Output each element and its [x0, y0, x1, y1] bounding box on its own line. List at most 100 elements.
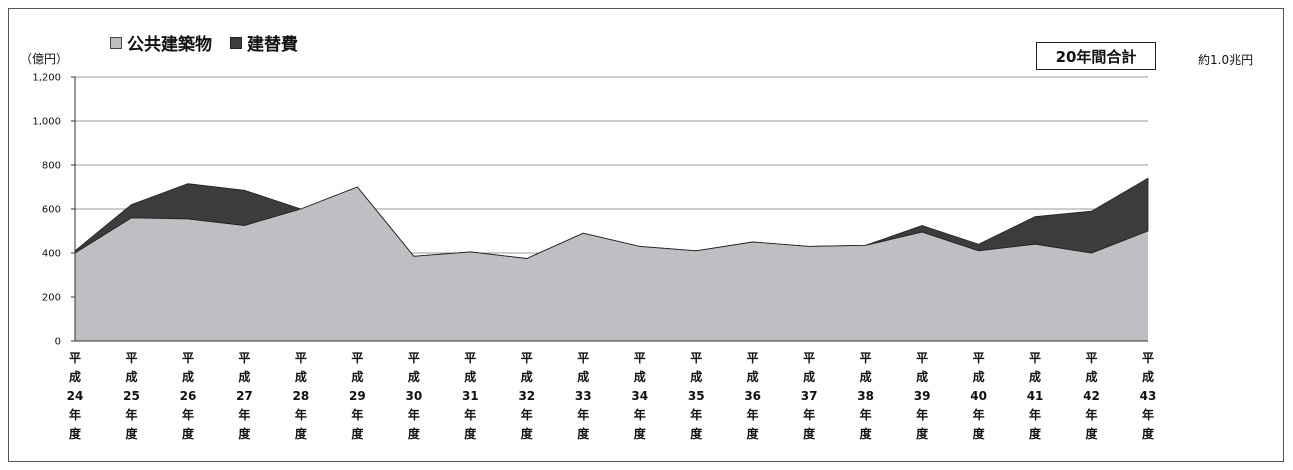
x-tick-label: 度: [125, 426, 138, 441]
y-tick-label: 1,200: [32, 73, 61, 84]
x-tick-label: 度: [803, 426, 816, 441]
legend-swatch-replace: [230, 36, 242, 49]
x-tick-label: 度: [351, 426, 364, 441]
x-tick-label: 成: [125, 369, 137, 384]
y-axis-unit: （億円）: [20, 52, 69, 66]
x-tick-label: 平: [125, 351, 137, 365]
x-tick-label: 平: [634, 351, 646, 365]
x-tick-label: 年: [1086, 407, 1098, 422]
x-tick-label: 平: [803, 351, 815, 365]
x-tick-label: 平: [182, 351, 194, 365]
x-tick-label: 度: [916, 426, 929, 441]
x-tick-label: 26: [180, 389, 197, 403]
x-tick-label: 成: [577, 369, 589, 384]
x-tick-label: 度: [747, 426, 760, 441]
x-tick-label: 31: [462, 389, 479, 403]
x-tick-label: 成: [1086, 369, 1098, 384]
x-tick-label: 成: [351, 369, 363, 384]
x-tick-label: 36: [744, 389, 761, 403]
x-tick-label: 平: [860, 351, 872, 365]
x-tick-label: 度: [464, 426, 477, 441]
x-tick-label: 35: [688, 389, 705, 403]
legend-item-replace: 建替費: [230, 30, 298, 55]
x-tick-label: 平: [916, 351, 928, 365]
x-tick-label: 41: [1027, 389, 1044, 403]
x-tick-label: 度: [1142, 426, 1155, 441]
x-tick-label: 24: [67, 389, 84, 403]
x-tick-label: 平: [747, 351, 759, 365]
x-tick-label: 年: [634, 407, 646, 422]
x-tick-label: 年: [690, 407, 702, 422]
x-tick-label: 38: [857, 389, 874, 403]
x-tick-label: 年: [408, 407, 420, 422]
y-tick-label: 800: [42, 161, 61, 172]
y-tick-label: 1,000: [32, 117, 61, 128]
x-tick-label: 33: [575, 389, 592, 403]
x-tick-label: 成: [860, 369, 872, 384]
x-tick-label: 平: [1086, 351, 1098, 365]
x-tick-label: 度: [634, 426, 647, 441]
x-tick-label: 度: [69, 426, 82, 441]
x-tick-label: 平: [238, 351, 250, 365]
x-tick-label: 年: [295, 407, 307, 422]
x-tick-label: 度: [973, 426, 986, 441]
x-tick-label: 成: [1142, 369, 1154, 384]
x-tick-label: 年: [1029, 407, 1041, 422]
x-tick-label: 39: [914, 389, 931, 403]
x-tick-label: 成: [521, 369, 533, 384]
y-tick-label: 400: [42, 249, 61, 260]
series-area-public: [75, 187, 1148, 341]
total-label-box: 20年間合計: [1036, 42, 1156, 70]
x-tick-label: 27: [236, 389, 253, 403]
x-tick-label: 成: [690, 369, 702, 384]
x-tick-label: 42: [1083, 389, 1100, 403]
legend-label-replace: 建替費: [247, 35, 298, 55]
x-tick-label: 成: [747, 369, 759, 384]
x-tick-label: 年: [238, 407, 250, 422]
x-tick-label: 成: [973, 369, 985, 384]
x-tick-label: 平: [351, 351, 363, 365]
x-tick-label: 成: [408, 369, 420, 384]
x-tick-label: 成: [182, 369, 194, 384]
x-tick-label: 29: [349, 389, 366, 403]
series-line-public: [74, 186, 1149, 259]
x-tick-label: 年: [973, 407, 985, 422]
x-tick-label: 年: [577, 407, 589, 422]
y-tick-label: 200: [42, 293, 61, 304]
x-tick-label: 成: [1029, 369, 1041, 384]
x-tick-label: 32: [518, 389, 535, 403]
x-tick-label: 成: [69, 369, 81, 384]
y-tick-label: 0: [55, 337, 61, 348]
x-tick-label: 34: [631, 389, 648, 403]
x-tick-label: 年: [69, 407, 81, 422]
x-tick-label: 度: [1029, 426, 1042, 441]
x-tick-label: 度: [408, 426, 421, 441]
x-tick-label: 成: [634, 369, 646, 384]
legend-item-public: 公共建築物: [110, 30, 212, 55]
x-tick-label: 平: [973, 351, 985, 365]
x-tick-label: 成: [295, 369, 307, 384]
x-tick-label: 28: [293, 389, 310, 403]
x-tick-label: 平: [1142, 351, 1154, 365]
x-tick-label: 平: [577, 351, 589, 365]
x-tick-label: 度: [521, 426, 534, 441]
x-tick-label: 年: [916, 407, 928, 422]
x-tick-label: 年: [860, 407, 872, 422]
x-tick-label: 度: [860, 426, 873, 441]
x-tick-label: 年: [182, 407, 194, 422]
x-tick-label: 43: [1140, 389, 1157, 403]
x-tick-label: 平: [295, 351, 307, 365]
x-tick-label: 平: [464, 351, 476, 365]
x-tick-label: 25: [123, 389, 140, 403]
x-tick-label: 平: [521, 351, 533, 365]
x-tick-label: 40: [970, 389, 987, 403]
x-tick-label: 成: [238, 369, 250, 384]
x-tick-label: 度: [577, 426, 590, 441]
x-tick-label: 年: [747, 407, 759, 422]
y-tick-label: 600: [42, 205, 61, 216]
x-tick-label: 平: [69, 351, 81, 365]
x-tick-label: 年: [464, 407, 476, 422]
legend-label-public: 公共建築物: [127, 35, 212, 55]
legend: 公共建築物 建替費: [110, 30, 316, 55]
x-tick-label: 年: [521, 407, 533, 422]
